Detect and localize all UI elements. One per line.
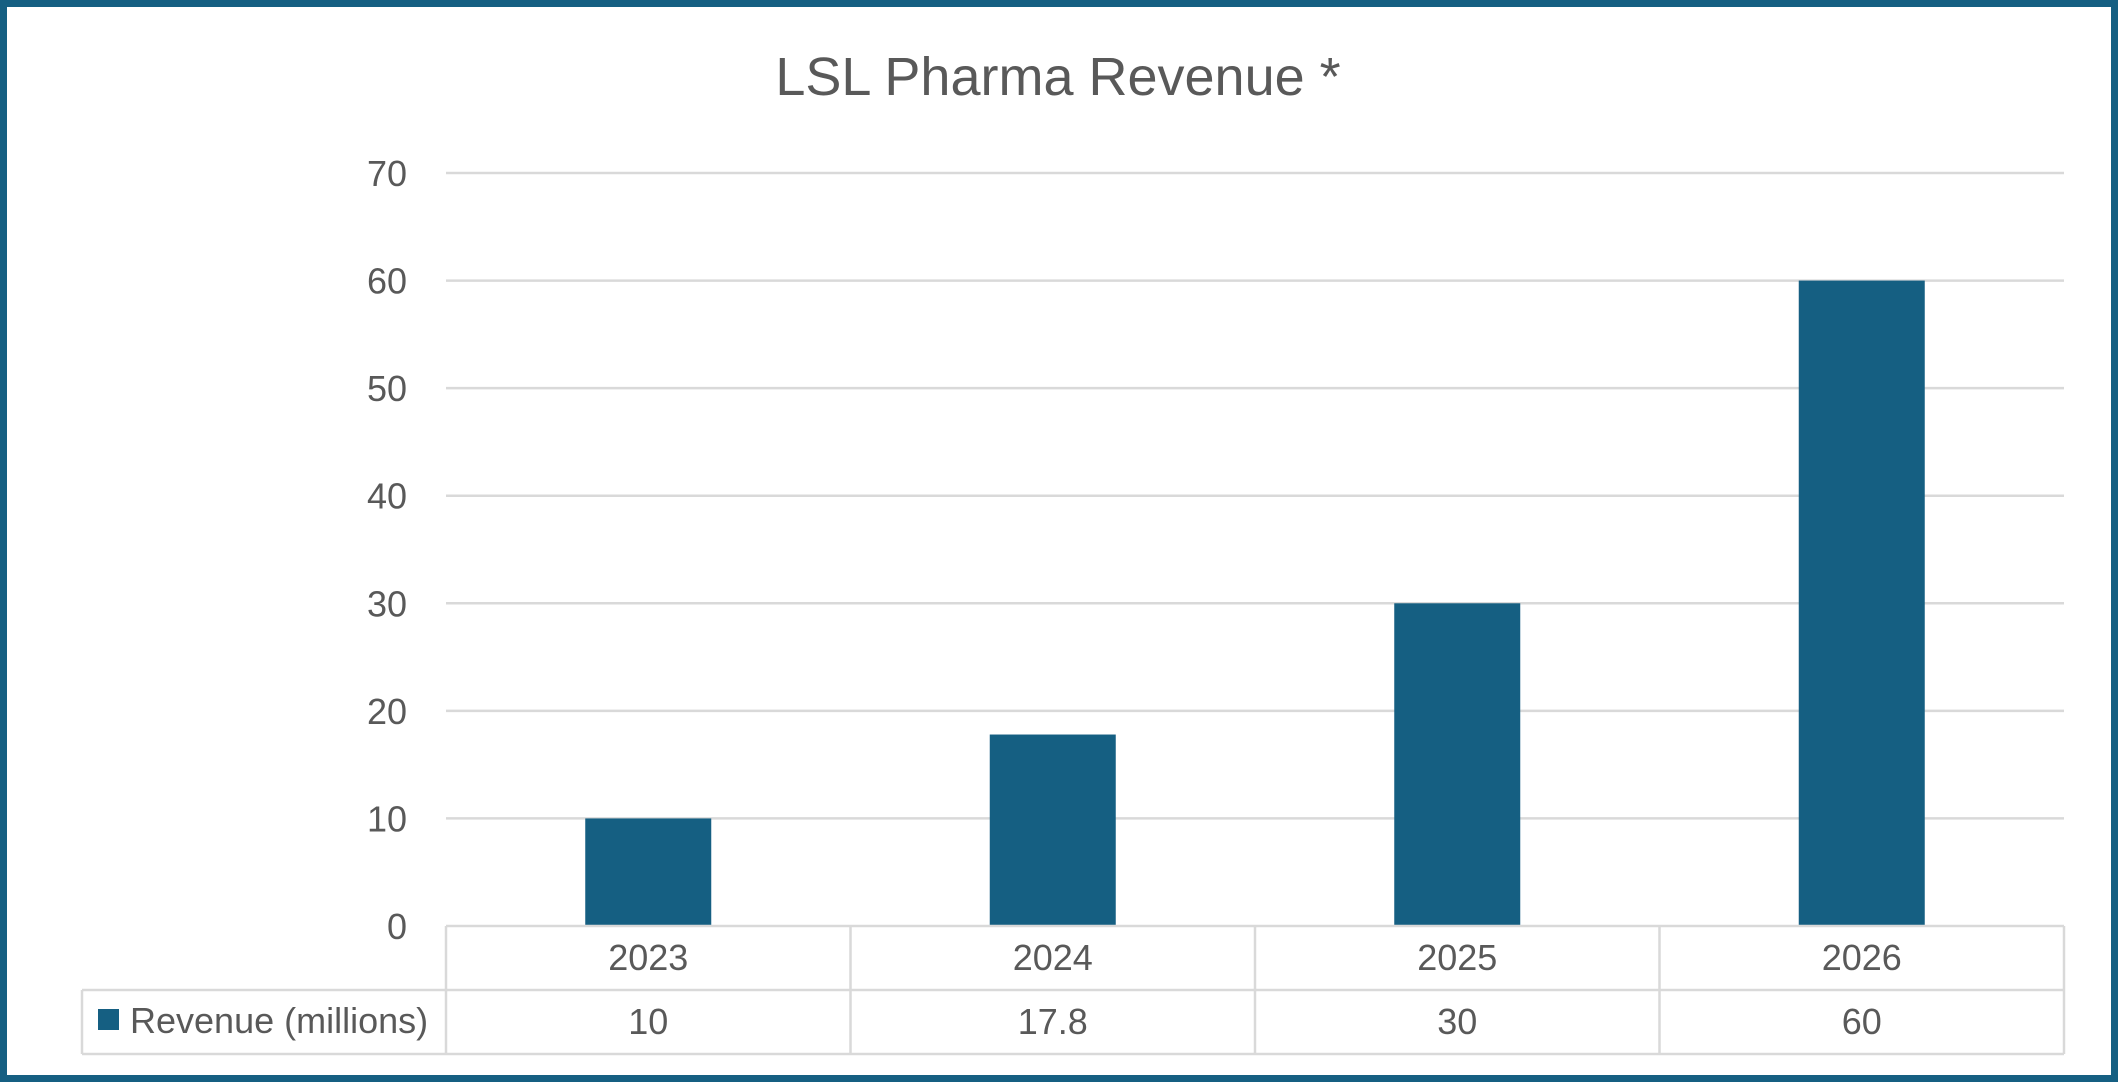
x-tick-label: 2024 — [1013, 937, 1093, 978]
x-tick-label: 2025 — [1417, 937, 1497, 978]
y-tick-label: 60 — [367, 261, 407, 302]
y-tick-label: 20 — [367, 691, 407, 732]
y-axis-ticks: 0 10 20 30 40 50 60 70 — [367, 153, 407, 947]
x-tick-label: 2023 — [608, 937, 688, 978]
data-label: 10 — [628, 1001, 668, 1042]
bar-2026 — [1798, 280, 1925, 927]
bar-2025 — [1394, 603, 1521, 926]
bar-2024 — [989, 734, 1116, 926]
y-tick-label: 30 — [367, 583, 407, 624]
bar-2023 — [585, 818, 712, 926]
data-label: 60 — [1842, 1001, 1882, 1042]
data-table: 2023 10 2024 17.8 2025 30 2026 60 Revenue (milli… — [80, 924, 2066, 1056]
data-label: 17.8 — [1018, 1001, 1088, 1042]
y-tick-label: 0 — [387, 906, 407, 947]
x-tick-label: 2026 — [1822, 937, 1902, 978]
y-tick-label: 50 — [367, 368, 407, 409]
legend-label: Revenue (millions) — [130, 1000, 428, 1041]
y-tick-label: 10 — [367, 798, 407, 839]
y-tick-label: 40 — [367, 476, 407, 517]
legend-key — [98, 1009, 119, 1030]
chart-title: LSL Pharma Revenue * — [775, 47, 1340, 107]
gridlines — [446, 171, 2064, 820]
y-tick-label: 70 — [367, 153, 407, 194]
bars — [585, 280, 1925, 927]
data-label: 30 — [1437, 1001, 1477, 1042]
